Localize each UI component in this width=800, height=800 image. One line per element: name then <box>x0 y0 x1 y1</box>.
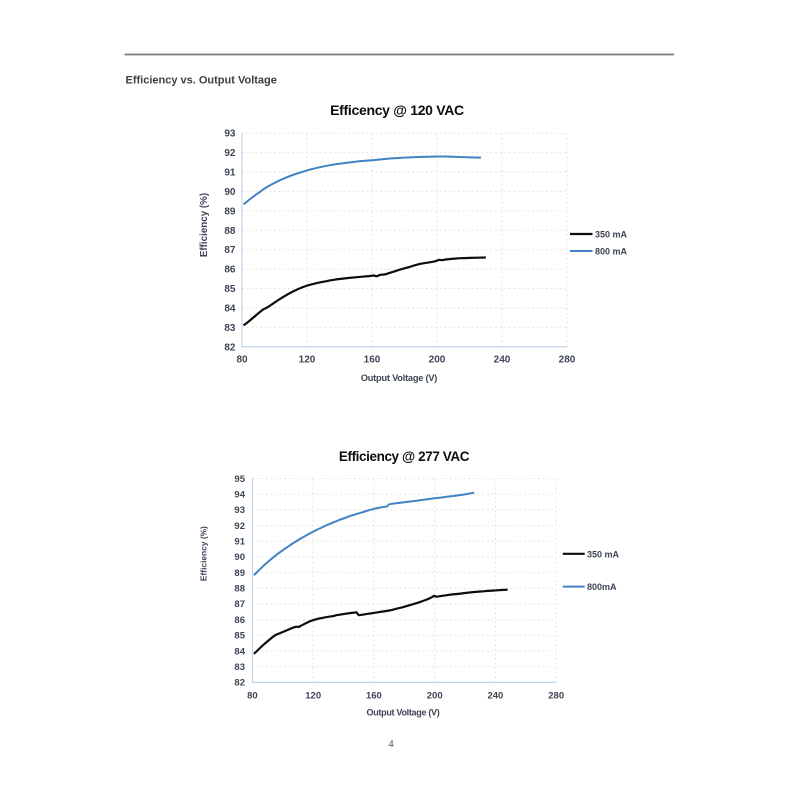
svg-text:350 mA: 350 mA <box>587 549 620 559</box>
svg-text:160: 160 <box>366 691 382 702</box>
svg-text:Efficiency (%): Efficiency (%) <box>199 193 210 257</box>
svg-text:82: 82 <box>224 342 236 353</box>
svg-text:Output Voltage (V): Output Voltage (V) <box>367 708 440 718</box>
svg-text:91: 91 <box>234 537 245 548</box>
svg-text:120: 120 <box>305 691 321 702</box>
svg-text:89: 89 <box>224 206 236 217</box>
svg-text:88: 88 <box>224 226 236 237</box>
svg-text:800 mA: 800 mA <box>595 247 628 257</box>
svg-text:90: 90 <box>234 552 245 563</box>
svg-text:87: 87 <box>234 599 245 610</box>
svg-text:90: 90 <box>224 187 236 198</box>
svg-text:84: 84 <box>224 304 236 315</box>
svg-text:86: 86 <box>224 265 236 276</box>
svg-text:83: 83 <box>234 662 245 673</box>
svg-text:87: 87 <box>224 245 236 256</box>
svg-text:240: 240 <box>487 691 503 702</box>
svg-text:88: 88 <box>234 584 245 595</box>
svg-text:93: 93 <box>224 129 236 140</box>
svg-text:120: 120 <box>299 355 316 366</box>
svg-text:350 mA: 350 mA <box>595 230 628 240</box>
svg-text:Efficiency (%): Efficiency (%) <box>198 526 208 581</box>
svg-text:92: 92 <box>224 148 236 159</box>
svg-text:86: 86 <box>234 615 245 626</box>
svg-text:89: 89 <box>234 568 245 579</box>
svg-text:160: 160 <box>364 355 381 366</box>
svg-text:80: 80 <box>247 691 258 702</box>
svg-text:85: 85 <box>234 631 245 642</box>
svg-text:92: 92 <box>234 521 245 532</box>
svg-text:94: 94 <box>234 490 245 501</box>
svg-text:240: 240 <box>494 355 511 366</box>
svg-text:93: 93 <box>234 505 245 516</box>
svg-text:Efficiency vs. Output Voltage: Efficiency vs. Output Voltage <box>126 75 277 87</box>
svg-text:280: 280 <box>548 691 564 702</box>
svg-text:800mA: 800mA <box>587 582 617 592</box>
svg-text:82: 82 <box>234 678 245 689</box>
svg-text:200: 200 <box>427 691 443 702</box>
svg-text:95: 95 <box>234 474 245 485</box>
svg-text:80: 80 <box>236 355 248 366</box>
svg-text:84: 84 <box>234 646 245 657</box>
svg-text:280: 280 <box>559 355 576 366</box>
svg-text:91: 91 <box>224 168 236 179</box>
svg-text:Efficency @ 120 VAC: Efficency @ 120 VAC <box>330 102 464 118</box>
svg-text:200: 200 <box>429 355 446 366</box>
svg-text:Output Voltage (V): Output Voltage (V) <box>361 373 437 383</box>
svg-text:85: 85 <box>224 284 236 295</box>
svg-text:4: 4 <box>388 739 394 750</box>
svg-text:83: 83 <box>224 323 236 334</box>
svg-text:Efficiency @ 277 VAC: Efficiency @ 277 VAC <box>339 449 470 464</box>
